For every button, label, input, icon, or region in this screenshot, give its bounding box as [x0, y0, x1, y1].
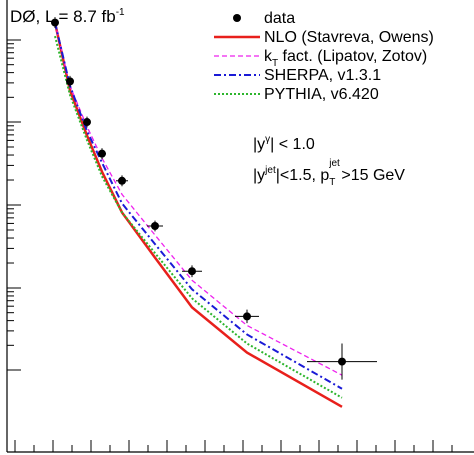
legend-marker — [233, 14, 241, 22]
annotation-photon-rapidity: |yγ| < 1.0 — [253, 134, 315, 153]
chart-title: DØ, L = 8.7 fb-1 — [10, 7, 125, 26]
legend-symbol — [214, 93, 260, 95]
legend-symbol — [214, 55, 260, 57]
series-line-2 — [54, 22, 343, 376]
legend-symbol — [214, 35, 260, 39]
legend-label: SHERPA, v1.3.1 — [264, 67, 382, 84]
data-point — [118, 176, 126, 185]
data-point — [338, 357, 346, 366]
data-point — [66, 77, 74, 86]
legend-label: data — [264, 10, 296, 27]
data-point — [151, 222, 159, 230]
legend-entry-3: SHERPA, v1.3.1 — [212, 65, 474, 85]
data-point — [51, 18, 59, 27]
series-line-3 — [54, 22, 343, 390]
data-point — [98, 149, 106, 158]
legend-label: PYTHIA, v6.420 — [264, 86, 379, 103]
series-line-4 — [54, 35, 343, 399]
legend-entry-1: NLO (Stavreva, Owens) — [212, 27, 474, 47]
data-point — [188, 267, 196, 276]
legend-symbol — [214, 74, 260, 76]
legend-label: NLO (Stavreva, Owens) — [264, 29, 434, 46]
legend-entry-0: data — [212, 8, 474, 28]
data-point — [83, 118, 91, 127]
legend-entry-4: PYTHIA, v6.420 — [212, 84, 474, 104]
data-point — [243, 312, 251, 321]
legend-symbol — [233, 14, 241, 22]
annotation-jet-cuts: |yjet|<1.5, p jet T >15 GeV — [253, 158, 405, 188]
legend-label: kT fact. (Lipatov, Zotov) — [264, 48, 428, 69]
legend-entry-2: kT fact. (Lipatov, Zotov) — [212, 46, 474, 69]
